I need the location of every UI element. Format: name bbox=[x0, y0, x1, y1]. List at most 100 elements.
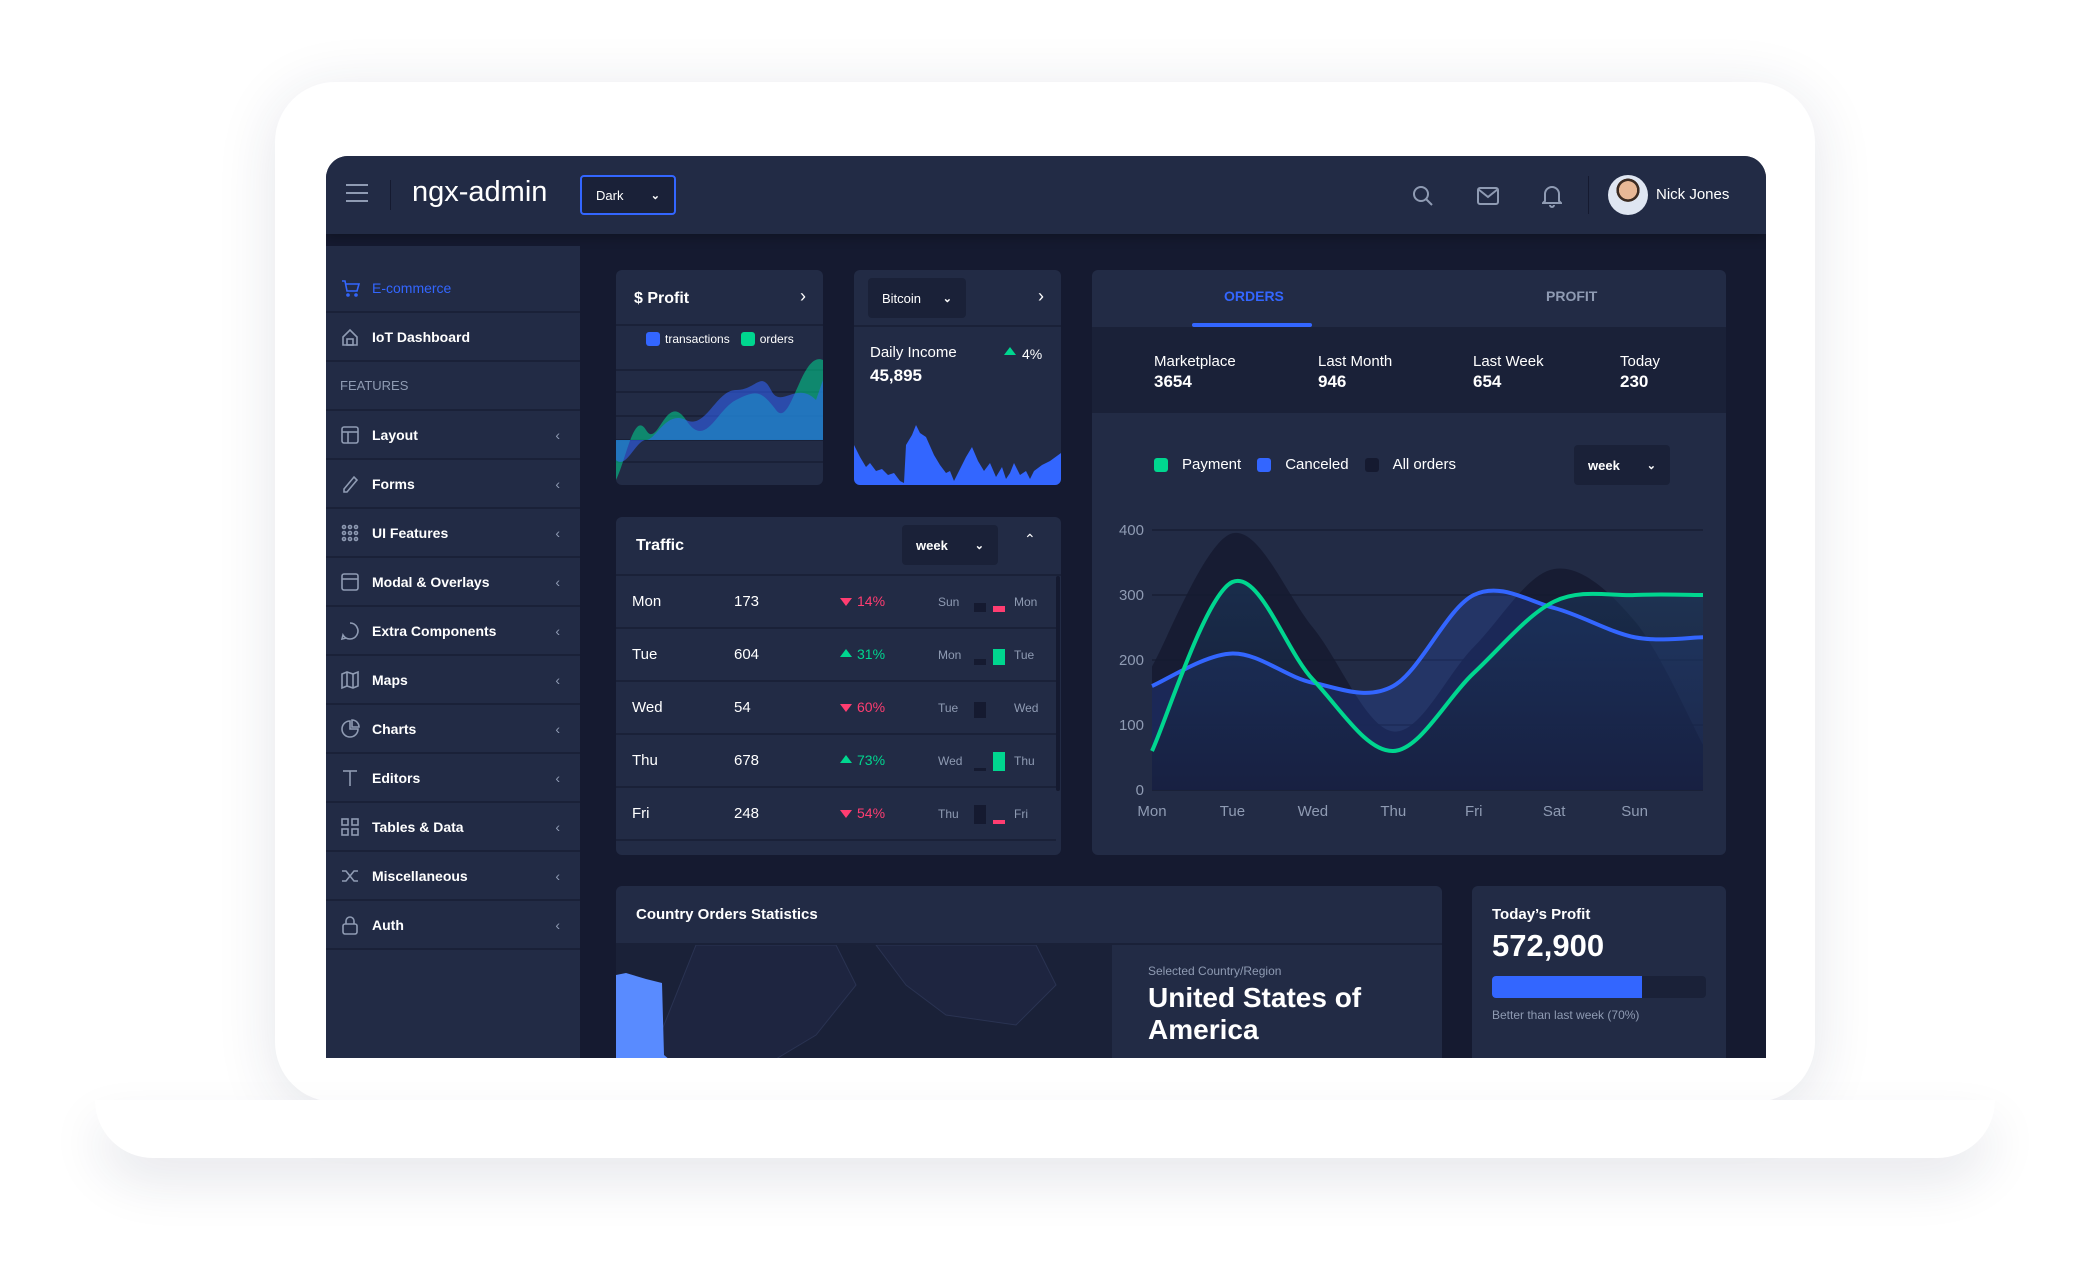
traffic-row[interactable]: Tue 604 31% Mon Tue bbox=[616, 629, 1056, 682]
sidebar-item-ui-features[interactable]: UI Features ‹ bbox=[326, 509, 580, 558]
traffic-prev-bar bbox=[974, 768, 986, 771]
x-tick-label: Sat bbox=[1543, 803, 1566, 820]
transactions-swatch bbox=[646, 332, 660, 346]
profit-progress-bar bbox=[1492, 976, 1706, 998]
y-tick-label: 400 bbox=[1119, 522, 1144, 539]
arrow-down-icon bbox=[840, 704, 852, 712]
chevron-left-icon: ‹ bbox=[555, 916, 560, 933]
chevron-left-icon: ‹ bbox=[555, 769, 560, 786]
header: ngx-admin Dark ⌄ Nick Jones bbox=[326, 156, 1766, 234]
sidebar-item-miscellaneous[interactable]: Miscellaneous ‹ bbox=[326, 852, 580, 901]
sidebar-item-label: Editors bbox=[372, 769, 421, 786]
daily-income-value: 45,895 bbox=[870, 366, 922, 385]
sidebar-item-charts[interactable]: Charts ‹ bbox=[326, 705, 580, 754]
sidebar-item-editors[interactable]: Editors ‹ bbox=[326, 754, 580, 803]
menu-toggle-icon[interactable] bbox=[346, 184, 368, 202]
traffic-cur-day: Thu bbox=[1014, 754, 1035, 768]
x-tick-label: Tue bbox=[1220, 803, 1245, 820]
sidebar-item-forms[interactable]: Forms ‹ bbox=[326, 460, 580, 509]
tab-profit[interactable]: PROFIT bbox=[1546, 288, 1598, 304]
theme-select-value: Dark bbox=[596, 187, 624, 203]
sidebar-item-label: Maps bbox=[372, 671, 408, 688]
chevron-left-icon: ‹ bbox=[555, 475, 560, 492]
sidebar-item-iot-dashboard[interactable]: IoT Dashboard bbox=[326, 313, 580, 362]
chevron-left-icon: ‹ bbox=[555, 720, 560, 737]
traffic-card: Traffic week ⌄ ⌃ Mon 173 14% Sun Mon Tue 6… bbox=[616, 517, 1061, 855]
profit-card: $ Profit › transactions orders bbox=[616, 270, 823, 485]
traffic-day: Wed bbox=[632, 699, 663, 716]
chevron-left-icon: ‹ bbox=[555, 426, 560, 443]
sidebar-item-maps[interactable]: Maps ‹ bbox=[326, 656, 580, 705]
message-circle-icon bbox=[340, 621, 359, 640]
theme-select[interactable]: Dark ⌄ bbox=[580, 175, 676, 215]
traffic-row[interactable]: Fri 248 54% Thu Fri bbox=[616, 788, 1056, 841]
pie-chart-icon bbox=[341, 718, 360, 738]
sidebar-item-e-commerce[interactable]: E-commerce bbox=[326, 264, 580, 313]
orders-stats: Marketplace 3654 Last Month 946 Last Week 654… bbox=[1092, 327, 1726, 413]
traffic-value: 604 bbox=[734, 646, 760, 663]
sidebar: E-commerce IoT Dashboard FEATURES Layout ‹ Fo… bbox=[326, 246, 580, 1058]
traffic-cur-day: Wed bbox=[1014, 701, 1039, 715]
tab-orders-underline bbox=[1192, 323, 1312, 327]
traffic-prev-day: Sun bbox=[938, 595, 960, 609]
sidebar-item-auth[interactable]: Auth ‹ bbox=[326, 901, 580, 950]
traffic-prev-day: Thu bbox=[938, 807, 959, 821]
traffic-prev-day: Tue bbox=[938, 701, 959, 715]
traffic-row[interactable]: Wed 54 60% Tue Wed bbox=[616, 682, 1056, 735]
app-title[interactable]: ngx-admin bbox=[412, 176, 548, 208]
chevron-right-icon[interactable]: › bbox=[1038, 286, 1044, 306]
bitcoin-mini-chart bbox=[854, 425, 1061, 485]
currency-select[interactable]: Bitcoin ⌄ bbox=[868, 278, 966, 318]
avatar[interactable] bbox=[1608, 175, 1648, 215]
stat-label: Last Month bbox=[1318, 353, 1393, 370]
legend-swatch-all-orders bbox=[1364, 457, 1379, 472]
sidebar-item-tables-data[interactable]: Tables & Data ‹ bbox=[326, 803, 580, 852]
traffic-row[interactable]: Thu 678 73% Wed Thu bbox=[616, 735, 1056, 788]
selected-region-label: Selected Country/Region bbox=[1148, 964, 1282, 978]
mail-icon[interactable] bbox=[1476, 186, 1500, 206]
traffic-value: 248 bbox=[734, 805, 760, 822]
legend-label[interactable]: All orders bbox=[1392, 456, 1456, 473]
traffic-cur-day: Mon bbox=[1014, 595, 1038, 609]
sidebar-item-layout[interactable]: Layout ‹ bbox=[326, 411, 580, 460]
traffic-row[interactable]: Mon 173 14% Sun Mon bbox=[616, 576, 1056, 629]
traffic-scrollbar[interactable] bbox=[1056, 576, 1060, 791]
user-name[interactable]: Nick Jones bbox=[1656, 186, 1730, 203]
collapse-icon[interactable]: ⌃ bbox=[1024, 531, 1036, 547]
chevron-left-icon: ‹ bbox=[555, 818, 560, 835]
sidebar-item-label: Tables & Data bbox=[372, 818, 464, 835]
legend-label[interactable]: Payment bbox=[1182, 456, 1242, 473]
keypad-icon bbox=[341, 524, 359, 541]
chevron-left-icon: ‹ bbox=[555, 524, 560, 541]
traffic-prev-bar bbox=[974, 804, 986, 824]
browser-icon bbox=[341, 572, 359, 591]
orders-chart: 0 100 200 300 400 Mon Tue Wed Thu Fri Sat Sun bbox=[1119, 522, 1704, 820]
todays-profit-title: Today’s Profit bbox=[1492, 906, 1591, 923]
delta-up-icon bbox=[1004, 347, 1016, 355]
arrow-down-icon bbox=[840, 598, 852, 606]
sidebar-item-modal-overlays[interactable]: Modal & Overlays ‹ bbox=[326, 558, 580, 607]
bell-icon[interactable] bbox=[1542, 184, 1562, 208]
legend-transactions: transactions bbox=[665, 332, 730, 346]
sidebar-group-label: FEATURES bbox=[340, 378, 409, 393]
traffic-period-select[interactable]: week ⌄ bbox=[902, 525, 998, 565]
header-divider bbox=[1588, 176, 1589, 214]
world-map[interactable] bbox=[616, 944, 1112, 1058]
traffic-delta: 14% bbox=[857, 593, 886, 609]
orders-stat: Last Month 946 bbox=[1318, 353, 1392, 392]
bitcoin-card: Bitcoin ⌄ › Daily Income 45,895 4% bbox=[854, 270, 1061, 485]
x-tick-label: Fri bbox=[1465, 803, 1483, 820]
legend-label[interactable]: Canceled bbox=[1285, 456, 1349, 473]
sidebar-item-extra-components[interactable]: Extra Components ‹ bbox=[326, 607, 580, 656]
orders-period-select[interactable]: week ⌄ bbox=[1574, 445, 1670, 485]
sidebar-item-label: Miscellaneous bbox=[372, 867, 468, 884]
tab-orders[interactable]: ORDERS bbox=[1224, 288, 1284, 304]
traffic-value: 678 bbox=[734, 752, 760, 769]
sidebar-item-label: Forms bbox=[372, 475, 415, 492]
app-screen: ngx-admin Dark ⌄ Nick Jones E-commerce IoT… bbox=[326, 156, 1766, 1058]
sidebar-item-label: Extra Components bbox=[372, 622, 497, 639]
chevron-right-icon[interactable]: › bbox=[800, 286, 806, 306]
search-icon[interactable] bbox=[1412, 185, 1434, 207]
y-tick-label: 0 bbox=[1136, 782, 1144, 799]
orders-swatch bbox=[740, 332, 755, 346]
